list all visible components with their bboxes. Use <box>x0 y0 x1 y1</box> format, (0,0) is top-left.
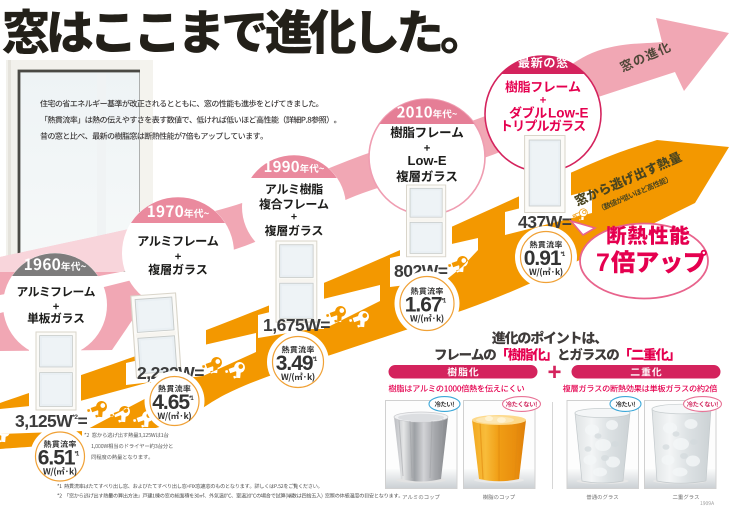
svg-text:3.49*1: 3.49*1 <box>276 352 318 375</box>
svg-text:4.65*1: 4.65*1 <box>152 391 194 414</box>
svg-text:7: 7 <box>596 249 610 277</box>
svg-text:Low-E: Low-E <box>408 153 447 168</box>
svg-text:3,125W*2=: 3,125W*2= <box>15 411 87 431</box>
svg-text:6.51*1: 6.51*1 <box>38 447 80 470</box>
svg-text:437W=: 437W= <box>518 212 572 232</box>
svg-text:1,675W=: 1,675W= <box>263 315 330 335</box>
svg-text:0.91*1: 0.91*1 <box>524 247 566 270</box>
svg-text:Low-E: Low-E <box>548 106 589 121</box>
svg-text:1.67*1: 1.67*1 <box>405 294 447 317</box>
svg-text:+: + <box>547 359 561 386</box>
